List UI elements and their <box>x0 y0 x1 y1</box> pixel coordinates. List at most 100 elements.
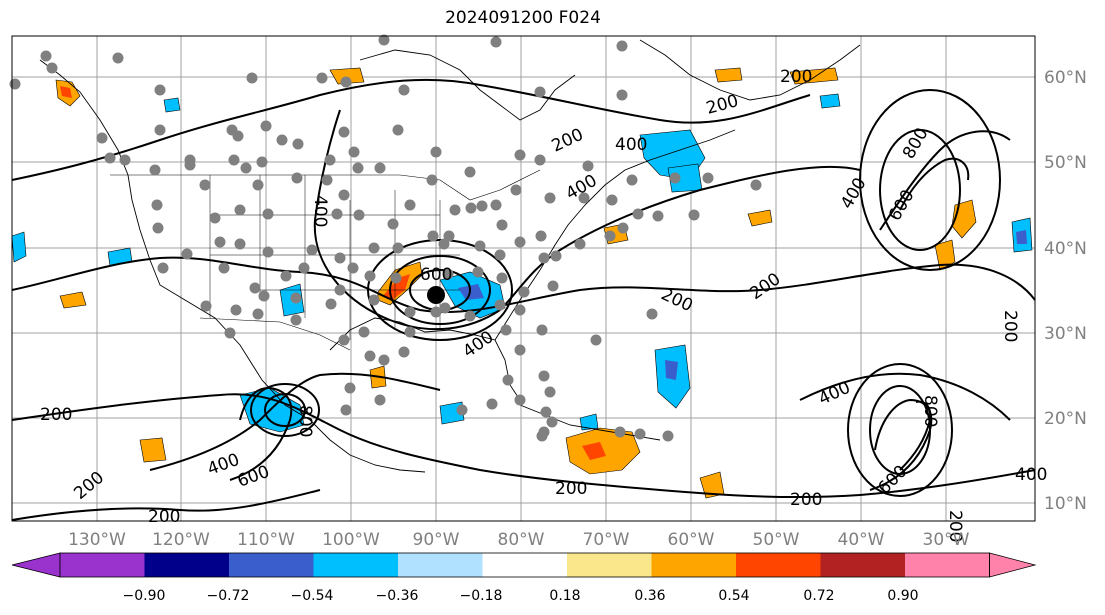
anomaly-positive-midatl-2 <box>747 209 773 227</box>
station-dot <box>430 146 442 158</box>
station-dot <box>340 76 352 88</box>
colorbar-label: −0.18 <box>460 588 503 604</box>
station-dot <box>392 242 404 254</box>
station-dot <box>234 204 246 216</box>
station-dot <box>538 252 550 264</box>
lat-tick-label: 20°N <box>1044 409 1087 429</box>
station-dot <box>646 308 658 320</box>
colorbar-label: −0.36 <box>376 588 419 604</box>
colorbar-border <box>59 552 990 578</box>
lon-tick-label: 30°W <box>923 530 970 550</box>
station-dot <box>252 308 264 320</box>
anomaly-positive-pacific-2 <box>139 437 167 463</box>
station-dot <box>151 199 163 211</box>
station-dot <box>298 262 310 274</box>
contour-east-2 <box>847 363 953 497</box>
colorbar-label: −0.90 <box>123 588 166 604</box>
colorbar-labels: −0.90 −0.72 −0.54 −0.36 −0.18 0.18 0.36 … <box>123 588 919 604</box>
station-dot <box>200 300 212 312</box>
station-dot <box>378 34 390 46</box>
colorbar-label: 0.18 <box>549 588 580 604</box>
station-dot <box>490 36 502 48</box>
contour-label: 200 <box>1000 310 1020 342</box>
station-dot <box>464 310 476 322</box>
station-dot <box>443 230 455 242</box>
height-contours <box>11 78 1036 521</box>
station-dot <box>387 218 399 230</box>
low-center-marker <box>427 286 445 304</box>
station-dot <box>438 238 450 250</box>
station-dot <box>514 304 526 316</box>
station-dot <box>398 346 410 358</box>
station-dot <box>374 394 386 406</box>
station-dot <box>218 262 230 274</box>
colorbar-extend-min <box>11 552 61 578</box>
station-dot <box>476 200 488 212</box>
anomaly-strong-atlantic <box>665 360 678 380</box>
station-dot <box>260 120 272 132</box>
station-dot <box>338 126 350 138</box>
station-dot <box>442 268 454 280</box>
station-dot <box>228 154 240 166</box>
contour-north-2 <box>859 89 1001 271</box>
station-dot <box>334 284 346 296</box>
contour-600-a <box>229 386 293 481</box>
lat-tick-label: 30°N <box>1044 324 1087 344</box>
station-dot <box>490 199 502 211</box>
contour-200-c <box>11 393 1036 499</box>
station-dot <box>578 192 590 204</box>
station-dot <box>338 189 350 201</box>
station-dot <box>688 209 700 221</box>
colorbar-segments <box>11 552 1037 578</box>
station-dot <box>750 179 762 191</box>
station-dot <box>154 124 166 136</box>
anomaly-strong-ohio <box>458 284 484 300</box>
station-dot <box>510 184 522 196</box>
colorbar-segment <box>736 553 821 577</box>
station-dot <box>364 270 376 282</box>
lat-tick-label: 10°N <box>1044 494 1087 514</box>
contour-label: 600 <box>420 265 452 285</box>
station-dot <box>502 374 514 386</box>
station-dot <box>149 164 161 176</box>
station-dot <box>40 50 52 62</box>
station-dot <box>334 252 346 264</box>
contour-label: 400 <box>615 135 647 155</box>
station-dot <box>427 230 439 242</box>
station-dot <box>546 416 558 428</box>
contour-label: 400 <box>1015 465 1047 485</box>
colorbar-label: −0.72 <box>207 588 250 604</box>
colorbar-extend-max <box>989 552 1037 578</box>
station-dot <box>652 210 664 222</box>
station-dot <box>9 78 21 90</box>
station-dot <box>209 212 221 224</box>
colorbar-segment <box>60 553 145 577</box>
colorbar-segment <box>482 553 567 577</box>
colorbar-segment <box>398 553 483 577</box>
contour-label: 200 <box>40 405 72 425</box>
colorbar-segment <box>567 553 652 577</box>
station-dot <box>374 162 386 174</box>
station-dot <box>340 404 352 416</box>
station-dot <box>246 72 258 84</box>
border-us-canada <box>110 169 541 201</box>
station-dot <box>157 262 169 274</box>
station-dot <box>46 62 58 74</box>
station-dot <box>325 298 337 310</box>
station-dot <box>494 299 506 311</box>
station-dot <box>550 250 562 262</box>
station-dot <box>240 162 252 174</box>
contour-label: 200 <box>555 479 587 499</box>
anomaly-strong-east-atl <box>1016 230 1027 244</box>
contour-400-c <box>799 372 1011 421</box>
station-dot <box>616 40 628 52</box>
coastline-greenland <box>639 39 861 101</box>
station-dot <box>232 130 244 142</box>
colorbar-segment <box>313 553 398 577</box>
lon-tick-label: 50°W <box>753 530 800 550</box>
coastline-atlantic <box>494 129 736 341</box>
map-area: 200 200 200 200 200 200 200 200 200 200 … <box>9 34 1047 542</box>
colorbar-segment <box>820 553 905 577</box>
station-dot <box>514 344 526 356</box>
contour-200-d <box>11 489 321 521</box>
